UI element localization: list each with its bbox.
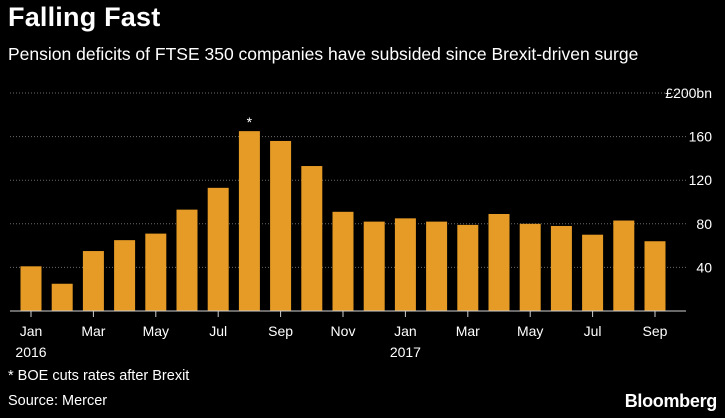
bar-jun-2017 bbox=[550, 225, 572, 311]
bar-mar-2017 bbox=[457, 224, 479, 311]
x-tick-label: May bbox=[517, 323, 543, 339]
x-tick-label: Jan bbox=[20, 323, 43, 339]
bar-apr-2016 bbox=[114, 240, 136, 311]
bar-jul-2017 bbox=[582, 234, 604, 311]
bar-may-2016 bbox=[145, 233, 167, 311]
x-tick-label: Mar bbox=[81, 323, 105, 339]
bar-sep-2016 bbox=[270, 140, 292, 311]
x-tick-label: Sep bbox=[643, 323, 668, 339]
y-tick-label: 80 bbox=[696, 216, 712, 232]
x-tick-label: Jul bbox=[584, 323, 602, 339]
bar-nov-2016 bbox=[332, 211, 354, 311]
bar-aug-2017 bbox=[613, 220, 635, 311]
x-tick-year-label: 2017 bbox=[390, 344, 421, 360]
x-tick-label: Jan bbox=[394, 323, 417, 339]
bar-sep-2017 bbox=[644, 241, 666, 311]
bar-jan-2016 bbox=[20, 266, 42, 311]
bar-jul-2016 bbox=[207, 187, 229, 311]
bar-apr-2017 bbox=[488, 213, 510, 311]
bar-annotation-asterisk: * bbox=[247, 114, 253, 130]
chart-subtitle: Pension deficits of FTSE 350 companies h… bbox=[8, 44, 639, 64]
bar-feb-2016 bbox=[51, 283, 73, 311]
y-tick-label: 160 bbox=[689, 129, 713, 145]
bar-jan-2017 bbox=[394, 218, 416, 311]
x-tick-label: May bbox=[143, 323, 169, 339]
x-tick-label: Jul bbox=[209, 323, 227, 339]
bar-dec-2016 bbox=[363, 221, 385, 311]
y-tick-label: 40 bbox=[696, 259, 712, 275]
source-note: Source: Mercer bbox=[8, 393, 108, 409]
bar-may-2017 bbox=[519, 223, 541, 311]
x-tick-label: Mar bbox=[456, 323, 480, 339]
y-tick-label: 120 bbox=[689, 172, 713, 188]
chart-title: Falling Fast bbox=[8, 2, 161, 32]
x-tick-year-label: 2016 bbox=[15, 344, 46, 360]
x-tick-label: Nov bbox=[331, 323, 356, 339]
bar-jun-2016 bbox=[176, 209, 198, 311]
bar-oct-2016 bbox=[301, 166, 323, 311]
x-tick-label: Sep bbox=[268, 323, 293, 339]
bloomberg-logo: Bloomberg bbox=[624, 391, 718, 411]
bar-mar-2016 bbox=[82, 251, 104, 311]
footnote: * BOE cuts rates after Brexit bbox=[8, 368, 190, 384]
y-tick-label: £200bn bbox=[665, 85, 712, 101]
bar-aug-2016 bbox=[238, 131, 260, 311]
bar-feb-2017 bbox=[426, 221, 448, 311]
